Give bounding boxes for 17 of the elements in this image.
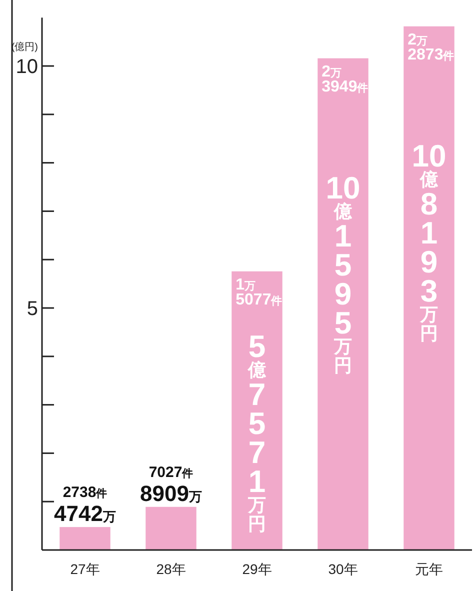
annotation: 7027件 <box>148 464 194 481</box>
x-tick-label: 元年 <box>415 561 443 577</box>
x-tick-label: 27年 <box>70 561 100 577</box>
annotation: 2万2873件 <box>408 31 454 64</box>
annotation: 2万3949件 <box>322 63 368 96</box>
annotation: 4742万 <box>54 501 116 526</box>
annotation: 5億7571万円 <box>247 329 267 534</box>
y-tick-label: 10 <box>16 56 38 78</box>
x-tick-label: 28年 <box>156 561 186 577</box>
x-tick-label: 30年 <box>328 561 358 577</box>
x-tick-label: 29年 <box>242 561 272 577</box>
y-tick-label: 5 <box>26 298 38 320</box>
annotation: 10億1595万円 <box>326 170 360 376</box>
annotation: 8909万 <box>140 480 202 506</box>
annotation: 2738件 <box>62 484 108 502</box>
annotation: 10億8193万円 <box>412 138 446 344</box>
annotation: 1万5077件 <box>236 276 282 308</box>
